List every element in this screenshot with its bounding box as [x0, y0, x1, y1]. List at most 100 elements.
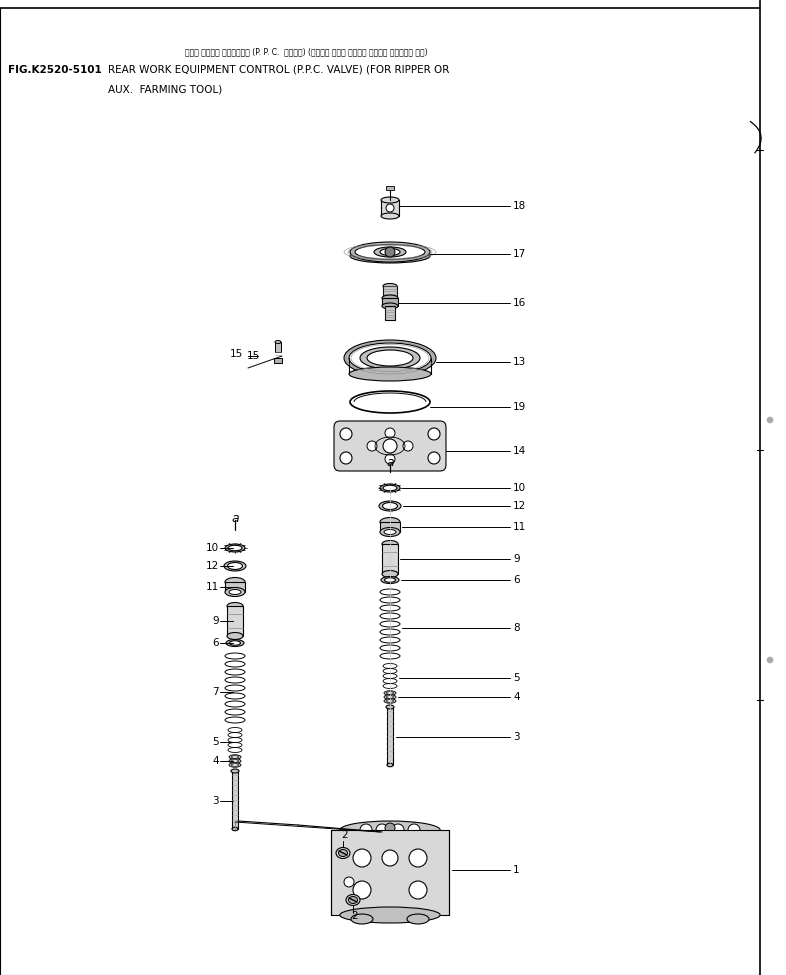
Ellipse shape: [374, 247, 406, 257]
Ellipse shape: [349, 343, 431, 373]
Circle shape: [392, 824, 404, 836]
Text: 12: 12: [513, 501, 527, 511]
Ellipse shape: [340, 821, 440, 839]
Circle shape: [344, 877, 354, 887]
Text: 11: 11: [206, 582, 219, 592]
Bar: [274, 358, 282, 363]
Text: 9: 9: [513, 554, 520, 564]
Ellipse shape: [229, 762, 241, 767]
Text: 12: 12: [206, 561, 219, 571]
Ellipse shape: [229, 759, 241, 763]
Ellipse shape: [225, 577, 245, 587]
Circle shape: [409, 881, 427, 899]
Circle shape: [385, 823, 395, 833]
Text: 3: 3: [513, 732, 520, 742]
Text: 15: 15: [230, 349, 243, 359]
Ellipse shape: [225, 588, 245, 597]
Ellipse shape: [340, 907, 440, 923]
Bar: [232, 771, 238, 829]
Text: リヤー サギヨキ コントロール (P. P. C.  バルブ・) (リッパー マタハ ノウコウ サギヨキ ソウチャク ヨコ): リヤー サギヨキ コントロール (P. P. C. バルブ・) (リッパー マタ…: [185, 48, 428, 57]
Bar: [386, 186, 394, 190]
Ellipse shape: [387, 763, 393, 766]
Text: 2: 2: [342, 830, 348, 840]
Ellipse shape: [355, 245, 425, 259]
Text: 11: 11: [513, 522, 527, 532]
Text: a: a: [231, 512, 239, 525]
FancyBboxPatch shape: [334, 421, 446, 471]
Text: 9: 9: [212, 616, 219, 626]
Circle shape: [367, 441, 377, 451]
Ellipse shape: [231, 769, 239, 773]
Ellipse shape: [360, 347, 420, 369]
Ellipse shape: [232, 827, 238, 831]
Ellipse shape: [226, 640, 244, 646]
Circle shape: [385, 247, 395, 257]
Ellipse shape: [351, 914, 373, 924]
Ellipse shape: [224, 561, 246, 571]
Text: 19: 19: [513, 402, 527, 412]
Text: 16: 16: [513, 298, 527, 308]
Text: 17: 17: [513, 249, 527, 259]
Circle shape: [386, 204, 394, 212]
Ellipse shape: [381, 213, 399, 219]
Bar: [381, 200, 399, 216]
Ellipse shape: [229, 590, 241, 595]
Text: 4: 4: [212, 756, 219, 766]
Text: REAR WORK EQUIPMENT CONTROL (P.P.C. VALVE) (FOR RIPPER OR: REAR WORK EQUIPMENT CONTROL (P.P.C. VALV…: [108, 65, 450, 75]
Text: 5: 5: [513, 673, 520, 683]
Circle shape: [408, 824, 420, 836]
Ellipse shape: [367, 350, 413, 366]
Ellipse shape: [387, 700, 394, 702]
Ellipse shape: [232, 763, 238, 766]
Ellipse shape: [383, 284, 397, 289]
Bar: [383, 286, 397, 298]
Ellipse shape: [382, 295, 398, 301]
Ellipse shape: [386, 705, 394, 709]
Bar: [382, 544, 398, 574]
Circle shape: [353, 881, 371, 899]
Text: 7: 7: [212, 687, 219, 697]
Text: 6: 6: [513, 575, 520, 585]
Text: 10: 10: [206, 543, 219, 553]
Circle shape: [403, 441, 413, 451]
Text: 18: 18: [513, 201, 527, 211]
Bar: [227, 606, 243, 636]
Circle shape: [428, 428, 440, 440]
Text: 10: 10: [513, 483, 526, 493]
Ellipse shape: [383, 486, 397, 490]
Text: 14: 14: [513, 446, 527, 456]
Bar: [225, 582, 245, 592]
Circle shape: [767, 417, 773, 423]
Circle shape: [385, 454, 395, 464]
Text: 3: 3: [212, 796, 219, 806]
Circle shape: [409, 849, 427, 867]
Ellipse shape: [339, 849, 347, 856]
Ellipse shape: [384, 695, 396, 699]
Circle shape: [382, 850, 398, 866]
Bar: [275, 342, 281, 352]
Ellipse shape: [346, 894, 360, 906]
Ellipse shape: [380, 527, 400, 536]
Ellipse shape: [380, 518, 400, 526]
Ellipse shape: [350, 249, 430, 263]
Bar: [380, 522, 400, 532]
Ellipse shape: [379, 501, 401, 511]
Ellipse shape: [228, 545, 242, 551]
Ellipse shape: [230, 641, 241, 645]
Circle shape: [340, 452, 352, 464]
Ellipse shape: [382, 570, 398, 577]
Text: 6: 6: [212, 638, 219, 648]
Ellipse shape: [229, 755, 241, 760]
Ellipse shape: [384, 578, 395, 582]
Ellipse shape: [344, 340, 436, 376]
Text: AUX.  FARMING TOOL): AUX. FARMING TOOL): [108, 85, 222, 95]
Ellipse shape: [225, 544, 245, 552]
Ellipse shape: [380, 249, 400, 255]
Bar: [385, 306, 395, 320]
Bar: [382, 298, 398, 306]
Text: 4: 4: [513, 692, 520, 702]
Ellipse shape: [350, 242, 430, 262]
Ellipse shape: [387, 696, 394, 698]
Circle shape: [383, 439, 397, 453]
Circle shape: [767, 657, 773, 663]
